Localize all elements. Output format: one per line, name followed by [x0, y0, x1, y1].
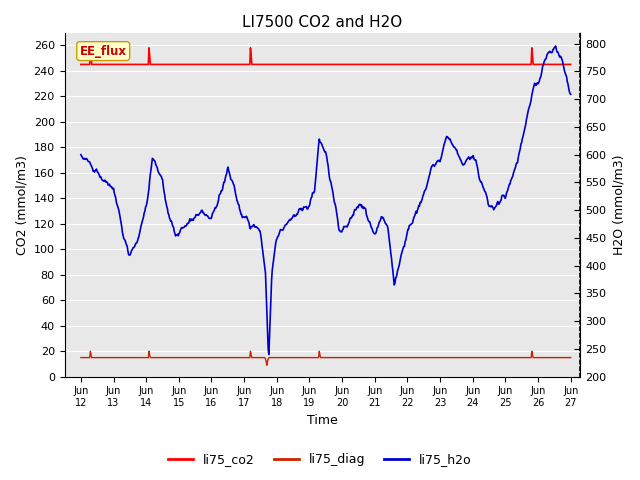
Text: EE_flux: EE_flux: [80, 45, 127, 58]
Y-axis label: CO2 (mmol/m3): CO2 (mmol/m3): [15, 155, 28, 254]
Y-axis label: H2O (mmol/m3): H2O (mmol/m3): [612, 155, 625, 255]
X-axis label: Time: Time: [307, 414, 338, 427]
Title: LI7500 CO2 and H2O: LI7500 CO2 and H2O: [243, 15, 403, 30]
Legend: li75_co2, li75_diag, li75_h2o: li75_co2, li75_diag, li75_h2o: [163, 448, 477, 471]
